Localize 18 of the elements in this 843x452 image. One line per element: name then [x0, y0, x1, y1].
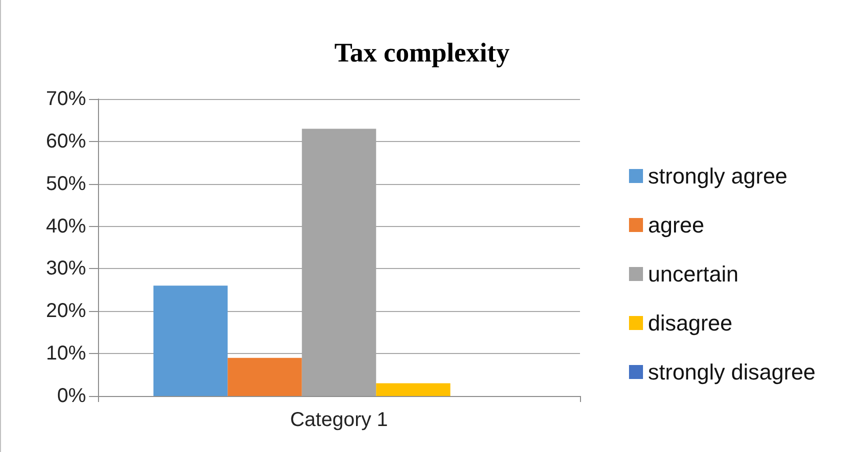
- bar: [153, 286, 228, 396]
- y-tick-label: 70%: [46, 88, 86, 110]
- y-tick-label: 50%: [46, 172, 86, 195]
- chart-title: Tax complexity: [334, 38, 510, 68]
- legend-label: disagree: [648, 310, 732, 336]
- y-tick-label: 10%: [46, 342, 86, 365]
- legend-label: strongly disagree: [648, 360, 816, 384]
- legend-label: uncertain: [648, 262, 739, 286]
- y-tick-label: 30%: [46, 258, 86, 280]
- legend-label: agree: [648, 212, 704, 238]
- legend-label: strongly agree: [648, 164, 788, 188]
- bar: [376, 383, 450, 396]
- x-tick-label: Category 1: [290, 409, 388, 431]
- y-tick-label: 60%: [46, 130, 86, 152]
- y-tick-label: 40%: [46, 215, 86, 238]
- bar: [228, 358, 302, 396]
- y-tick-label: 0%: [57, 385, 86, 407]
- y-tick-label: 20%: [46, 300, 86, 322]
